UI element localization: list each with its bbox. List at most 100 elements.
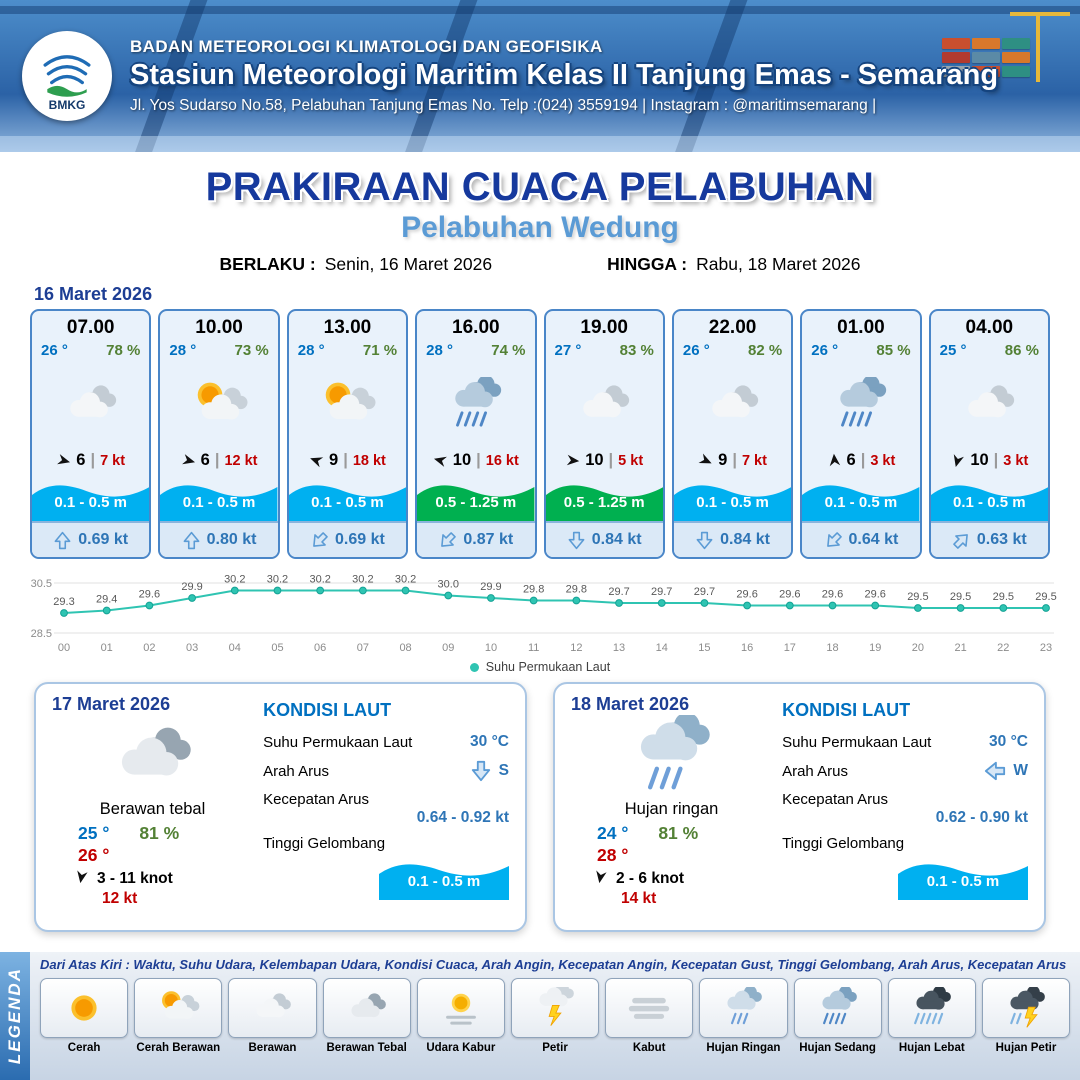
wave-height-value: 0.1 - 0.5 m <box>54 494 127 511</box>
hourly-forecast-card: 01.00 26 ° 85 % 6 | 3 kt 0.1 - 0.5 m 0.64 kt <box>800 309 922 559</box>
gust-speed: 12 kt <box>102 890 138 907</box>
temp-humidity-row: 28 ° 74 % <box>417 339 534 359</box>
daily-temps: 25 ° 81 % <box>52 823 253 844</box>
temp-humidity-row: 26 ° 82 % <box>674 339 791 359</box>
svg-text:29.9: 29.9 <box>181 581 202 593</box>
wave-label: Tinggi Gelombang <box>782 835 905 852</box>
hourly-forecast-card: 19.00 27 ° 83 % 10 | 5 kt 0.5 - 1.25 m 0.84 kt <box>543 309 665 559</box>
svg-text:01: 01 <box>101 642 113 654</box>
daily-row: 17 Maret 2026 Berawan tebal 25 ° 81 % 26… <box>0 682 1080 932</box>
sst-chart: 30.5 28.5 29.3 00 29.4 01 29.6 02 29.9 03 30.2 04 30… <box>18 567 1062 675</box>
daily-temps: 24 ° 81 % <box>571 823 772 844</box>
current-dir-label: Arah Arus <box>263 762 329 780</box>
current-direction-icon <box>434 527 461 554</box>
wave-height-band: 0.5 - 1.25 m <box>417 475 535 521</box>
legend-icon-box <box>981 978 1071 1038</box>
svg-text:29.4: 29.4 <box>96 594 117 606</box>
cerah-icon <box>71 995 97 1021</box>
legend-band: LEGENDA <box>0 952 30 1080</box>
wave-height-value: 0.1 - 0.5 m <box>824 494 898 511</box>
wave-shape <box>673 485 792 521</box>
validity-row: BERLAKU : Senin, 16 Maret 2026 HINGGA : Ra… <box>0 254 1080 275</box>
svg-text:30.2: 30.2 <box>352 574 373 586</box>
wave-height-value: 0.5 - 1.25 m <box>563 494 645 511</box>
current-row: 0.69 kt <box>288 521 407 557</box>
wind-row: 6 | 7 kt <box>32 451 149 470</box>
legend-icon-box <box>322 978 411 1038</box>
air-temp: 26 ° <box>41 342 68 359</box>
legend-icon-box <box>40 978 129 1038</box>
wind-row: 9 | 7 kt <box>674 451 791 470</box>
svg-text:29.6: 29.6 <box>865 589 886 601</box>
cerah-berawan-icon <box>326 382 376 420</box>
wind-direction-icon <box>431 451 449 469</box>
separator: | <box>993 451 999 469</box>
weather-icon <box>32 359 149 451</box>
current-dir-row: Arah Arus S <box>263 760 509 782</box>
weather-icon <box>417 359 534 451</box>
svg-text:29.5: 29.5 <box>907 591 928 603</box>
current-direction-icon <box>695 531 714 550</box>
separator: | <box>214 451 220 469</box>
wind-speed: 9 <box>329 451 339 469</box>
svg-text:30.5: 30.5 <box>31 578 52 590</box>
wave-height-band: 0.1 - 0.5 m <box>673 475 792 521</box>
current-direction-icon <box>948 527 975 554</box>
temp-humidity-row: 28 ° 73 % <box>160 339 277 359</box>
legend-item: Cerah Berawan <box>134 978 223 1054</box>
wind-row: 6 | 12 kt <box>160 451 277 470</box>
wind-speed: 10 <box>585 451 604 469</box>
gust-speed: 3 kt <box>870 452 896 469</box>
page-title: PRAKIRAAN CUACA PELABUHAN <box>205 165 875 209</box>
wave-height-value: 0.1 - 0.5 m <box>182 494 256 511</box>
temp-humidity-row: 27 ° 83 % <box>546 339 663 359</box>
current-speed-row: Kecepatan Arus <box>782 791 1028 808</box>
berawan-icon <box>69 385 116 418</box>
wave-shape <box>32 485 150 521</box>
title-block: PRAKIRAAN CUACA PELABUHAN Pelabuhan Wedu… <box>0 152 1080 275</box>
svg-text:30.2: 30.2 <box>309 574 330 586</box>
air-temp: 28 ° <box>297 342 325 359</box>
wind-direction-icon <box>179 451 197 469</box>
legend-item: Kabut <box>605 978 694 1054</box>
weather-icon <box>289 359 406 451</box>
svg-text:29.6: 29.6 <box>736 589 757 601</box>
weather-icon <box>160 359 277 451</box>
cerah-berawan-icon <box>197 382 248 420</box>
current-speed: 0.69 kt <box>335 531 385 548</box>
wind-direction-icon <box>565 452 581 468</box>
current-row: 0.84 kt <box>673 521 792 557</box>
wind-speed: 9 <box>718 451 728 469</box>
weather-condition: Berawan tebal <box>99 800 206 818</box>
temp-humidity-row: 26 ° 85 % <box>802 339 919 359</box>
forecast-time: 22.00 <box>708 317 757 338</box>
legend-icon-box <box>605 978 694 1038</box>
current-direction-icon <box>984 760 1006 782</box>
hourly-forecast-card: 13.00 28 ° 71 % 9 | 18 kt 0.1 - 0.5 m 0.69 kt <box>286 309 409 559</box>
current-direction-icon <box>567 531 586 550</box>
legend-item-label: Kabut <box>632 1042 666 1054</box>
current-speed: 0.87 kt <box>463 531 514 548</box>
udara-kabur-icon <box>445 993 476 1025</box>
legend-icon-box <box>134 978 223 1038</box>
temp-humidity-row: 28 ° 71 % <box>289 339 406 359</box>
sea-conditions: KONDISI LAUT Suhu Permukaan Laut 30 °C A… <box>782 694 1028 920</box>
temp-max: 28 ° <box>597 845 629 865</box>
separator: | <box>732 451 737 469</box>
wave-height-value: 0.5 - 1.25 m <box>435 494 517 511</box>
legend-item-label: Hujan Petir <box>995 1042 1057 1054</box>
wave-shape <box>930 485 1048 521</box>
current-direction-icon <box>182 531 201 550</box>
wind-row: 10 | 3 kt <box>931 451 1048 470</box>
humidity: 86 % <box>1004 342 1039 359</box>
wind-direction-icon <box>696 451 716 471</box>
svg-text:18: 18 <box>826 642 838 654</box>
hourly-date: 16 Maret 2026 <box>34 284 153 304</box>
wave-shape <box>898 864 1028 900</box>
svg-text:13: 13 <box>613 642 625 654</box>
hourly-cards-row: 07.00 26 ° 78 % 6 | 7 kt 0.1 - 0.5 m 0.69 kt 10.… <box>0 309 1080 559</box>
separator: | <box>343 451 348 469</box>
svg-text:29.8: 29.8 <box>566 584 587 596</box>
wave-shape <box>160 485 278 521</box>
legend-item: Berawan <box>228 978 317 1054</box>
